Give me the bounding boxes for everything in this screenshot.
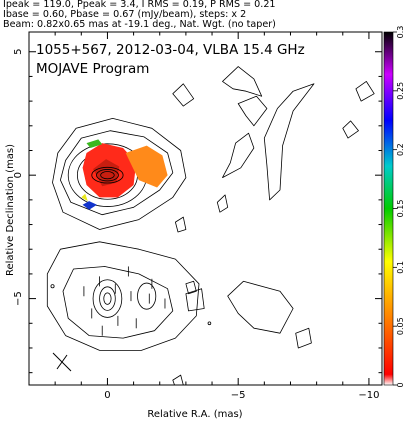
colorbar-tick-label: 0.25 xyxy=(396,82,405,100)
colorbar-tick-label: 0.3 xyxy=(396,26,405,39)
lobe-inner-contour xyxy=(137,282,157,310)
plot-title: 1055+567, 2012-03-04, VLBA 15.4 GHz xyxy=(36,42,305,58)
colorbar-tick-label: 0.15 xyxy=(396,200,405,218)
lobe-inner-contour xyxy=(103,292,112,305)
core-overlay-contour xyxy=(100,171,115,180)
pol-yellow-region xyxy=(81,193,88,202)
faint-contour xyxy=(172,374,184,385)
x-tick-label: −10 xyxy=(358,390,379,401)
colorbar-ticks: 0 0.05 0.1 0.15 0.2 0.25 0.3 xyxy=(393,26,405,388)
south-jet-contour xyxy=(227,280,294,334)
faint-contour xyxy=(207,321,212,326)
y-axis-ticks: 5 0 −5 xyxy=(13,49,382,374)
contour-lines xyxy=(46,66,375,385)
faint-contour xyxy=(295,327,312,349)
south-knot-contour xyxy=(185,280,197,295)
plot-subtitle: MOJAVE Program xyxy=(36,61,149,77)
faint-contour xyxy=(355,81,375,102)
x-axis-ticks: 0 −5 −10 xyxy=(54,32,379,401)
core-overlay-contour xyxy=(96,169,119,182)
lobe-inner-contour xyxy=(92,279,123,318)
y-axis-label: Relative Declination (mas) xyxy=(5,144,16,276)
x-axis-label: Relative R.A. (mas) xyxy=(147,409,242,420)
lobe-inner-contour xyxy=(99,286,116,311)
polarization-color-map xyxy=(81,139,168,210)
pol-orange-region xyxy=(125,145,168,188)
lobe-small-contour xyxy=(185,288,205,312)
header-beam-line: Beam: 0.82x0.65 mas at -19.1 deg., Nat. … xyxy=(3,19,276,30)
pol-blue-region xyxy=(82,201,97,210)
header-stats-line-1: Ipeak = 119.0, Ppeak = 3.4, I RMS = 0.19… xyxy=(3,0,276,10)
header-stats-line-2: Ibase = 0.60, Pbase = 0.67 (mJy/beam), s… xyxy=(3,9,247,20)
colorbar-tick-label: 0 xyxy=(396,382,405,387)
faint-contour xyxy=(216,194,229,213)
beam-cross-minor xyxy=(56,354,68,370)
lobe-mid-contour xyxy=(62,266,174,339)
faint-contour xyxy=(342,120,359,139)
extended-jet-contour xyxy=(263,83,315,201)
colorbar-tick-label: 0.2 xyxy=(396,143,405,156)
pol-green-region xyxy=(86,139,103,148)
colorbar-tick-label: 0.05 xyxy=(396,317,405,335)
jet-knot-contour xyxy=(237,95,268,127)
faint-contour xyxy=(50,284,55,289)
jet-knot-contour xyxy=(172,83,195,107)
lobe-outer-contour xyxy=(46,241,200,351)
core-overlay-contour xyxy=(91,166,124,184)
y-tick-label: 5 xyxy=(13,49,24,55)
colorbar-tick-label: 0.1 xyxy=(396,261,405,274)
faint-contour xyxy=(175,216,187,233)
plot-frame xyxy=(28,31,383,386)
x-tick-label: 0 xyxy=(104,390,110,401)
x-tick-label: −5 xyxy=(231,390,246,401)
core-jet-contour xyxy=(60,130,174,216)
core-outer-contour xyxy=(52,118,187,230)
jet-knot-contour xyxy=(222,66,263,97)
colorbar xyxy=(383,31,394,386)
jet-knot-contour xyxy=(222,132,255,178)
y-tick-label: −5 xyxy=(13,291,24,306)
y-tick-label: 0 xyxy=(13,172,24,178)
